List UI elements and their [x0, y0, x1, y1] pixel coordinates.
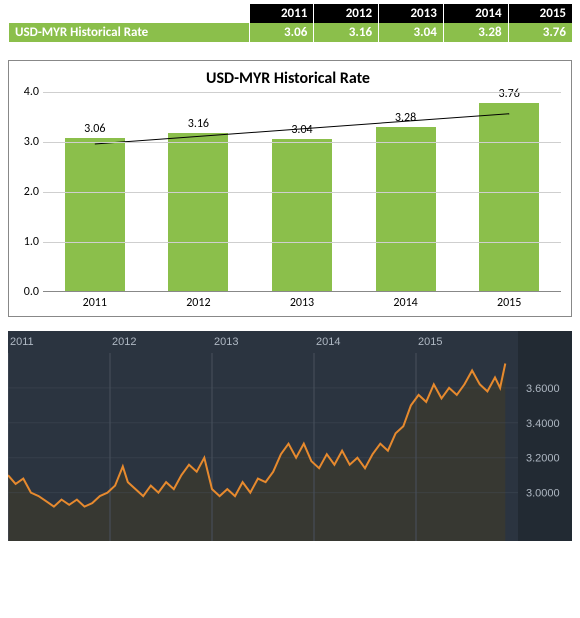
bar-chart-gridline	[43, 192, 561, 193]
bar-chart-ytick: 3.0	[24, 135, 39, 149]
line-chart-ytick: 3.4000	[526, 418, 560, 430]
bar: 3.06	[65, 138, 125, 291]
table-row-label: USD-MYR Historical Rate	[9, 23, 250, 42]
bar-chart-gridline	[43, 242, 561, 243]
bar-chart-ylabels: 0.01.02.03.04.0	[15, 92, 43, 292]
line-chart-box: 2011 2012 2013 2014 2015 3.6000 3.4000 3.2000 3.…	[8, 331, 572, 541]
bar: 3.76	[479, 103, 539, 291]
bar-chart-xlabel: 2013	[250, 292, 354, 310]
bar-column: 3.16	[147, 133, 251, 291]
bar-chart-xlabel: 2015	[457, 292, 561, 310]
bar-chart-ytick: 2.0	[24, 185, 39, 199]
bar-chart-ytick: 4.0	[24, 85, 39, 99]
bar-chart-area: 0.01.02.03.04.0 3.063.163.043.283.76	[15, 92, 561, 292]
line-chart-xlabel: 2013	[214, 336, 238, 348]
line-chart-ytick: 3.2000	[526, 453, 560, 465]
table-value-cell: 3.06	[249, 23, 314, 42]
bar-chart-xlabel: 2012	[147, 292, 251, 310]
bar-chart-xlabels: 20112012201320142015	[43, 292, 561, 310]
bar-chart-gridline	[43, 142, 561, 143]
bar-chart-ytick: 1.0	[24, 235, 39, 249]
line-chart-xlabel: 2011	[10, 336, 34, 348]
page-root: 20112012201320142015 USD-MYR Historical …	[0, 0, 580, 618]
bar-chart-box: USD-MYR Historical Rate 0.01.02.03.04.0 …	[8, 60, 572, 317]
bar-chart-xlabel: 2011	[43, 292, 147, 310]
bar-chart-plot: 3.06 3.16 3.04 3.28 3.76	[43, 92, 561, 292]
line-chart-ytick: 3.6000	[526, 383, 560, 395]
table-value-cell: 3.04	[379, 23, 444, 42]
line-chart-svg: 2011 2012 2013 2014 2015 3.6000 3.4000 3.2000 3.…	[8, 331, 572, 541]
table-header-year: 2013	[379, 4, 444, 23]
bar-value-label: 3.16	[188, 117, 209, 131]
bar-column: 3.06	[43, 138, 147, 291]
table-value-row: USD-MYR Historical Rate 3.063.163.043.28…	[9, 23, 573, 42]
bar-value-label: 3.28	[395, 111, 416, 125]
bar-value-label: 3.04	[291, 123, 312, 137]
table-value-cell: 3.28	[443, 23, 508, 42]
bar-chart-ytick: 0.0	[24, 285, 39, 299]
line-chart-xlabel: 2012	[112, 336, 136, 348]
bar: 3.04	[272, 139, 332, 291]
table-header-year: 2011	[249, 4, 314, 23]
bar-chart-title: USD-MYR Historical Rate	[15, 69, 561, 88]
table-header-year: 2015	[508, 4, 572, 23]
line-chart-xlabel: 2014	[316, 336, 340, 348]
table-header-row: 20112012201320142015	[9, 4, 573, 23]
table-value-cell: 3.16	[314, 23, 379, 42]
bar-column: 3.28	[354, 127, 458, 291]
bar: 3.28	[376, 127, 436, 291]
bar-chart-gridline	[43, 92, 561, 93]
table-header-year: 2012	[314, 4, 379, 23]
table-value-cell: 3.76	[508, 23, 572, 42]
bar-chart-xlabel: 2014	[354, 292, 458, 310]
line-chart-ytick: 3.0000	[526, 488, 560, 500]
rate-table: 20112012201320142015 USD-MYR Historical …	[8, 4, 572, 42]
bar: 3.16	[168, 133, 228, 291]
line-chart-xlabel: 2015	[418, 336, 442, 348]
bar-value-label: 3.76	[499, 87, 520, 101]
bar-column: 3.76	[457, 103, 561, 291]
bar-column: 3.04	[250, 139, 354, 291]
table-header-year: 2014	[443, 4, 508, 23]
table-header-blank	[9, 4, 250, 23]
bar-value-label: 3.06	[84, 122, 105, 136]
